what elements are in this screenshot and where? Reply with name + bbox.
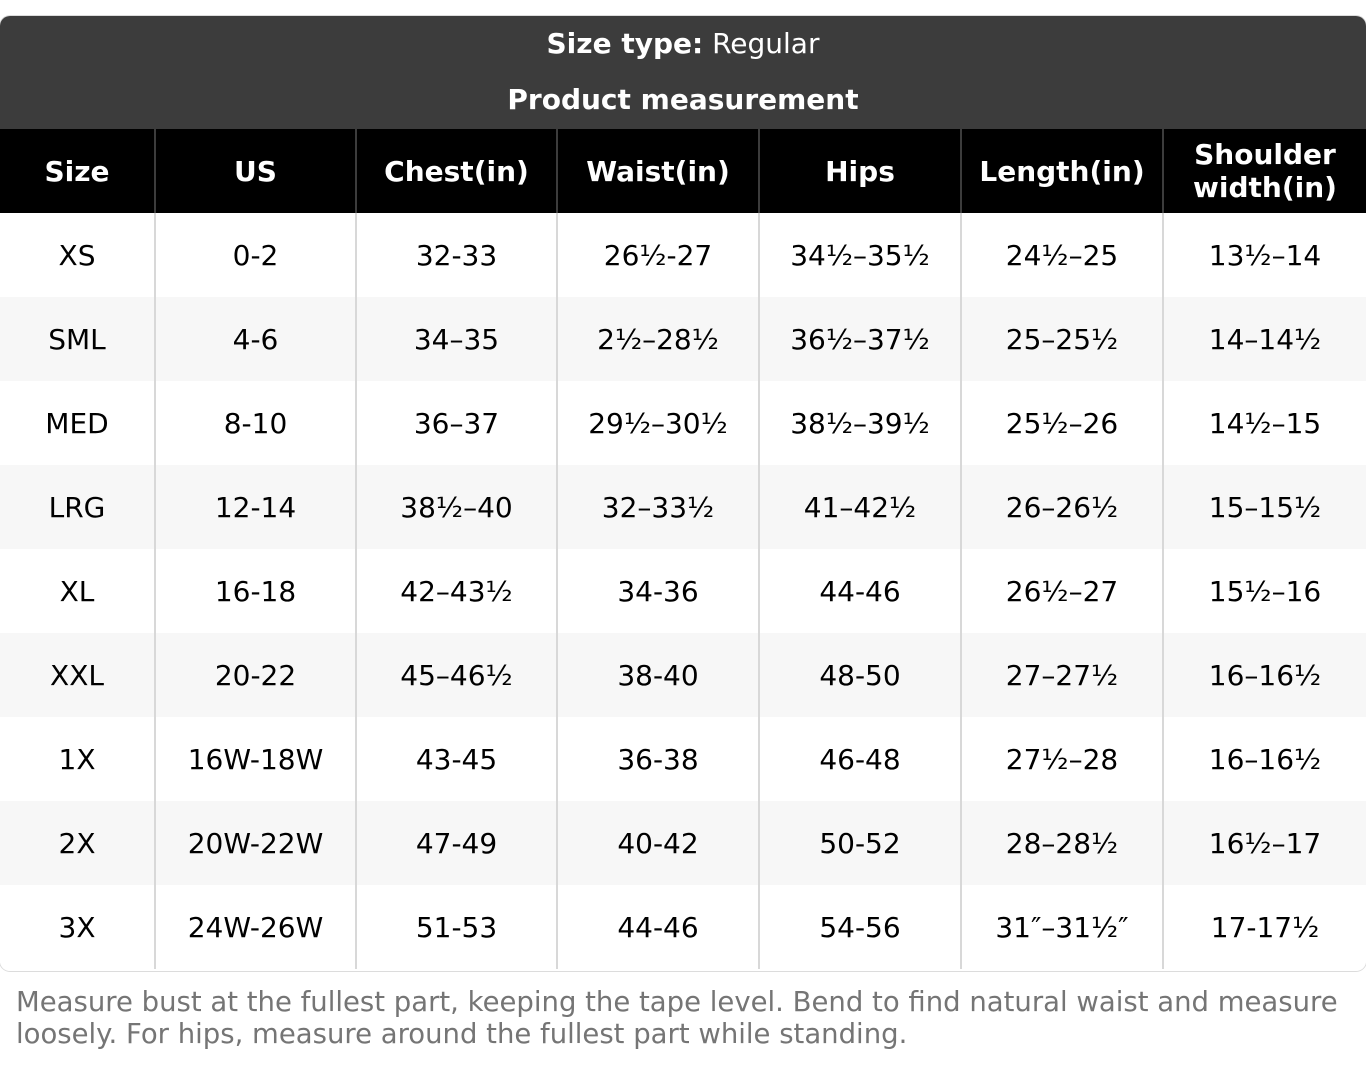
column-header-length: Length(in) (960, 129, 1163, 213)
table-cell: 15–15½ (1162, 465, 1366, 549)
column-header-size: Size (0, 129, 155, 213)
table-cell: 34½–35½ (758, 213, 961, 297)
product-measurement-title: Product measurement (507, 83, 859, 116)
table-cell: 28–28½ (960, 801, 1163, 885)
column-header-us: US (154, 129, 356, 213)
table-cell: 29½–30½ (556, 381, 759, 465)
table-cell: 32–33½ (556, 465, 759, 549)
table-cell: 27–27½ (960, 633, 1163, 717)
table-cell: 34-36 (556, 549, 759, 633)
table-cell: 25½–26 (960, 381, 1163, 465)
table-header-row: Size US Chest(in) Waist(in) Hips Length(… (0, 129, 1366, 213)
table-cell: 51-53 (355, 885, 557, 969)
table-cell: LRG (0, 465, 155, 549)
table-cell: 48-50 (758, 633, 961, 717)
table-cell: 24½–25 (960, 213, 1163, 297)
table-cell: 31″–31½″ (960, 885, 1163, 969)
table-cell: 44-46 (758, 549, 961, 633)
table-cell: 50-52 (758, 801, 961, 885)
table-cell: 47-49 (355, 801, 557, 885)
size-chart-header: Size type: Regular Product measurement (0, 16, 1366, 129)
table-cell: 20W-22W (154, 801, 356, 885)
table-cell: 14½–15 (1162, 381, 1366, 465)
table-cell: 2X (0, 801, 155, 885)
table-row: XXL 20-22 45–46½ 38-40 48-50 27–27½ 16–1… (0, 633, 1366, 717)
table-cell: XXL (0, 633, 155, 717)
column-header-waist: Waist(in) (556, 129, 759, 213)
table-row: 3X 24W-26W 51-53 44-46 54-56 31″–31½″ 17… (0, 885, 1366, 969)
table-row: LRG 12-14 38½–40 32–33½ 41–42½ 26–26½ 15… (0, 465, 1366, 549)
table-cell: XS (0, 213, 155, 297)
size-type-value: Regular (703, 27, 820, 60)
table-cell: 26½–27 (960, 549, 1163, 633)
table-cell: 3X (0, 885, 155, 969)
table-row: XL 16-18 42–43½ 34-36 44-46 26½–27 15½–1… (0, 549, 1366, 633)
table-cell: 40-42 (556, 801, 759, 885)
table-cell: 24W-26W (154, 885, 356, 969)
size-type-line: Size type: Regular (0, 27, 1366, 61)
table-cell: 26½-27 (556, 213, 759, 297)
table-cell: 13½–14 (1162, 213, 1366, 297)
size-type-label: Size type: (546, 27, 704, 60)
table-row: XS 0-2 32-33 26½-27 34½–35½ 24½–25 13½–1… (0, 213, 1366, 297)
table-cell: MED (0, 381, 155, 465)
size-chart-table: Size US Chest(in) Waist(in) Hips Length(… (0, 129, 1366, 969)
table-cell: 20-22 (154, 633, 356, 717)
table-cell: 38-40 (556, 633, 759, 717)
table-cell: 45–46½ (355, 633, 557, 717)
table-cell: 16-18 (154, 549, 356, 633)
table-cell: 2½–28½ (556, 297, 759, 381)
table-cell: 36-38 (556, 717, 759, 801)
table-cell: 36–37 (355, 381, 557, 465)
table-cell: 36½–37½ (758, 297, 961, 381)
table-row: 1X 16W-18W 43-45 36-38 46-48 27½–28 16–1… (0, 717, 1366, 801)
table-cell: SML (0, 297, 155, 381)
table-cell: 25–25½ (960, 297, 1163, 381)
table-row: SML 4-6 34–35 2½–28½ 36½–37½ 25–25½ 14–1… (0, 297, 1366, 381)
table-cell: 38½–40 (355, 465, 557, 549)
table-cell: 32-33 (355, 213, 557, 297)
table-body: XS 0-2 32-33 26½-27 34½–35½ 24½–25 13½–1… (0, 213, 1366, 969)
column-header-hips: Hips (758, 129, 961, 213)
table-cell: 16W-18W (154, 717, 356, 801)
table-cell: 8-10 (154, 381, 356, 465)
table-cell: 1X (0, 717, 155, 801)
size-chart-card: Size type: Regular Product measurement S… (0, 16, 1366, 971)
table-cell: 0-2 (154, 213, 356, 297)
table-cell: 16½–17 (1162, 801, 1366, 885)
column-header-chest: Chest(in) (355, 129, 557, 213)
table-cell: 15½–16 (1162, 549, 1366, 633)
table-cell: 27½–28 (960, 717, 1163, 801)
table-row: MED 8-10 36–37 29½–30½ 38½–39½ 25½–26 14… (0, 381, 1366, 465)
table-cell: 46-48 (758, 717, 961, 801)
table-cell: 17-17½ (1162, 885, 1366, 969)
table-cell: XL (0, 549, 155, 633)
table-cell: 16–16½ (1162, 717, 1366, 801)
table-cell: 16–16½ (1162, 633, 1366, 717)
table-cell: 43-45 (355, 717, 557, 801)
table-cell: 42–43½ (355, 549, 557, 633)
column-header-shoulder-width: Shoulder width(in) (1162, 129, 1366, 213)
table-row: 2X 20W-22W 47-49 40-42 50-52 28–28½ 16½–… (0, 801, 1366, 885)
measurement-instructions: Measure bust at the fullest part, keepin… (16, 986, 1338, 1050)
table-cell: 14–14½ (1162, 297, 1366, 381)
table-cell: 4-6 (154, 297, 356, 381)
table-cell: 12-14 (154, 465, 356, 549)
table-cell: 44-46 (556, 885, 759, 969)
table-cell: 34–35 (355, 297, 557, 381)
table-cell: 38½–39½ (758, 381, 961, 465)
table-cell: 54-56 (758, 885, 961, 969)
table-cell: 26–26½ (960, 465, 1163, 549)
table-cell: 41–42½ (758, 465, 961, 549)
